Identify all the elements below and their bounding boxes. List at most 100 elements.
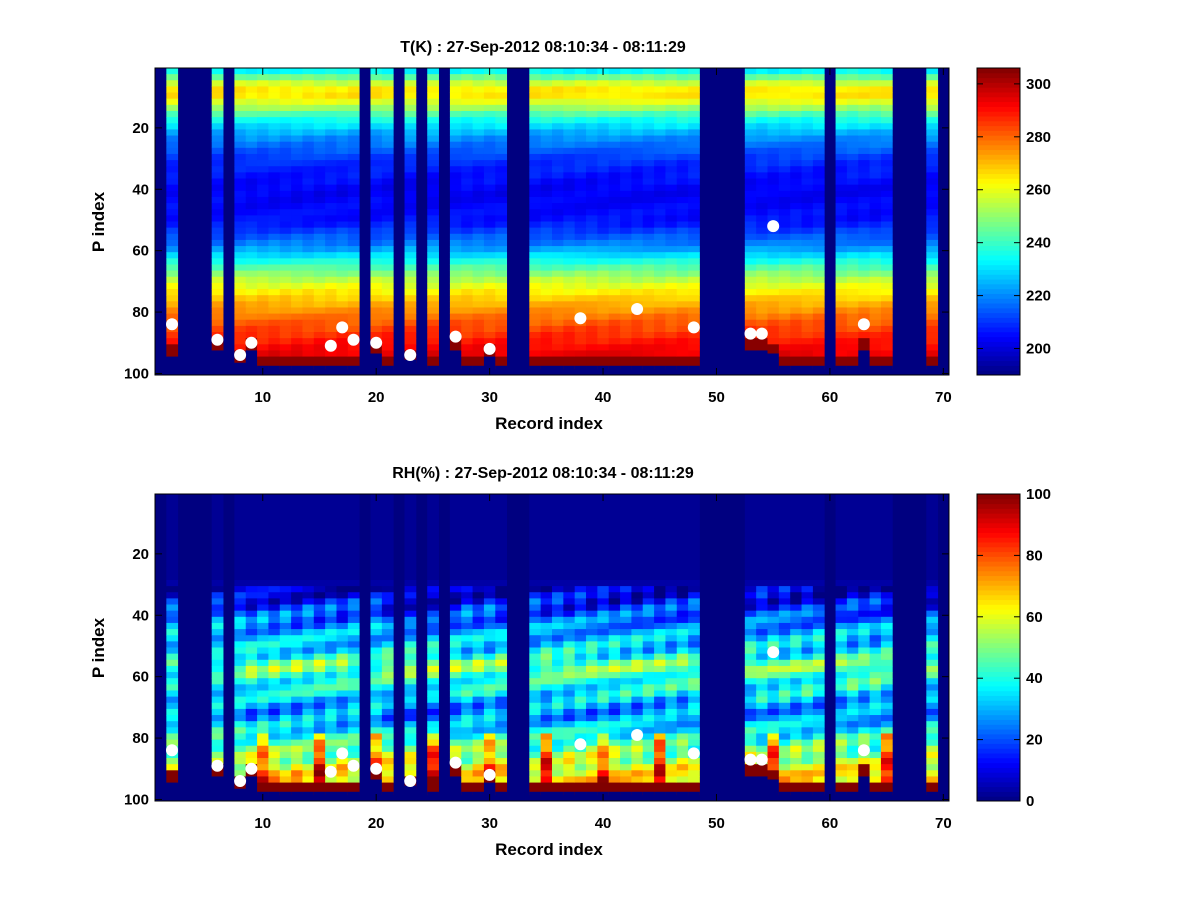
humidity-cell <box>620 653 632 661</box>
temperature-cell <box>234 184 247 192</box>
temperature-cell <box>166 313 179 321</box>
humidity-cell <box>654 672 666 679</box>
temperature-cell <box>449 313 462 321</box>
temperature-cell <box>427 276 439 284</box>
temperature-colorbar-segment <box>977 72 1020 79</box>
temperature-cell-missing <box>234 362 247 375</box>
temperature-cell <box>381 74 394 81</box>
humidity-cell <box>257 641 269 648</box>
temperature-cell-missing <box>347 365 360 375</box>
humidity-cell <box>801 721 814 728</box>
humidity-cell <box>347 598 360 605</box>
humidity-cell <box>597 678 610 685</box>
temperature-cell <box>563 166 576 173</box>
humidity-cell <box>552 604 564 612</box>
temperature-cell <box>483 276 496 284</box>
humidity-cell <box>835 672 848 679</box>
temperature-cell <box>370 270 383 278</box>
temperature-cell <box>767 252 780 259</box>
temperature-cell <box>540 221 553 229</box>
humidity-cell <box>483 598 496 605</box>
temperature-cell <box>404 270 417 278</box>
humidity-cell <box>574 549 587 556</box>
temperature-cell <box>926 344 939 351</box>
humidity-cell <box>756 543 768 550</box>
temperature-cell <box>211 184 224 192</box>
temperature-cell <box>790 117 802 124</box>
temperature-cell <box>926 325 939 333</box>
temperature-cell <box>370 123 383 130</box>
temperature-cell <box>381 160 394 167</box>
temperature-cell <box>325 110 337 118</box>
temperature-cell <box>756 282 768 290</box>
humidity-cell <box>574 543 587 550</box>
temperature-cell <box>926 356 939 364</box>
humidity-cell <box>552 770 564 777</box>
temperature-cell <box>835 86 848 93</box>
humidity-cell <box>472 561 485 569</box>
humidity-cell <box>347 500 360 507</box>
humidity-cell <box>245 598 258 605</box>
temperature-cell <box>744 209 757 216</box>
humidity-cell <box>858 500 870 507</box>
humidity-cell <box>166 592 179 599</box>
temperature-cell <box>461 276 473 284</box>
humidity-cell <box>631 604 644 612</box>
humidity-cell <box>756 739 768 747</box>
temperature-cell <box>540 178 553 186</box>
temperature-cell <box>790 80 802 87</box>
humidity-cell <box>597 776 610 783</box>
humidity-cell <box>654 641 666 648</box>
temperature-cell <box>778 196 791 204</box>
temperature-cell <box>552 325 564 333</box>
humidity-cell <box>631 567 644 575</box>
temperature-cell <box>211 215 224 222</box>
temperature-cell <box>552 301 564 308</box>
humidity-cell <box>676 586 689 593</box>
humidity-cell <box>790 708 802 716</box>
temperature-cell <box>540 301 553 308</box>
temperature-cell <box>234 117 247 124</box>
temperature-cell <box>665 129 678 136</box>
humidity-cell <box>552 512 564 519</box>
temperature-cell <box>642 227 655 235</box>
humidity-record-column <box>211 494 224 801</box>
humidity-cell <box>790 653 802 661</box>
humidity-cell <box>744 543 757 550</box>
temperature-cell <box>846 307 859 314</box>
humidity-cell <box>574 530 587 538</box>
temperature-cell <box>449 123 462 130</box>
temperature-cell <box>211 319 224 327</box>
temperature-cell <box>846 289 859 296</box>
humidity-cell-missing <box>631 791 644 801</box>
temperature-cell <box>302 153 315 161</box>
humidity-cell <box>313 610 326 618</box>
humidity-cell <box>540 494 553 501</box>
humidity-cell <box>756 506 768 513</box>
temperature-cell-missing <box>381 365 394 375</box>
temperature-cell <box>744 86 757 93</box>
humidity-cell-missing <box>654 791 666 801</box>
humidity-record-column <box>778 494 791 801</box>
temperature-cell <box>166 301 179 308</box>
temperature-cell <box>495 190 508 198</box>
temperature-colorbar-segment <box>977 197 1020 203</box>
humidity-cell <box>812 592 825 599</box>
humidity-cell <box>608 659 621 667</box>
temperature-cell <box>257 270 269 278</box>
temperature-cell <box>597 344 610 351</box>
humidity-cell <box>166 561 179 569</box>
temperature-cell <box>291 172 303 179</box>
humidity-cell <box>257 506 269 513</box>
humidity-cell <box>302 629 315 636</box>
temperature-cell <box>313 270 326 278</box>
humidity-cell <box>756 592 768 599</box>
temperature-cell <box>552 215 564 222</box>
temperature-cell <box>529 252 542 259</box>
humidity-cell <box>404 702 417 710</box>
temperature-cell <box>257 252 269 259</box>
humidity-cell <box>381 702 394 710</box>
temperature-cell <box>665 295 678 302</box>
temperature-colorbar-segment <box>977 331 1020 338</box>
humidity-cell <box>495 610 508 618</box>
